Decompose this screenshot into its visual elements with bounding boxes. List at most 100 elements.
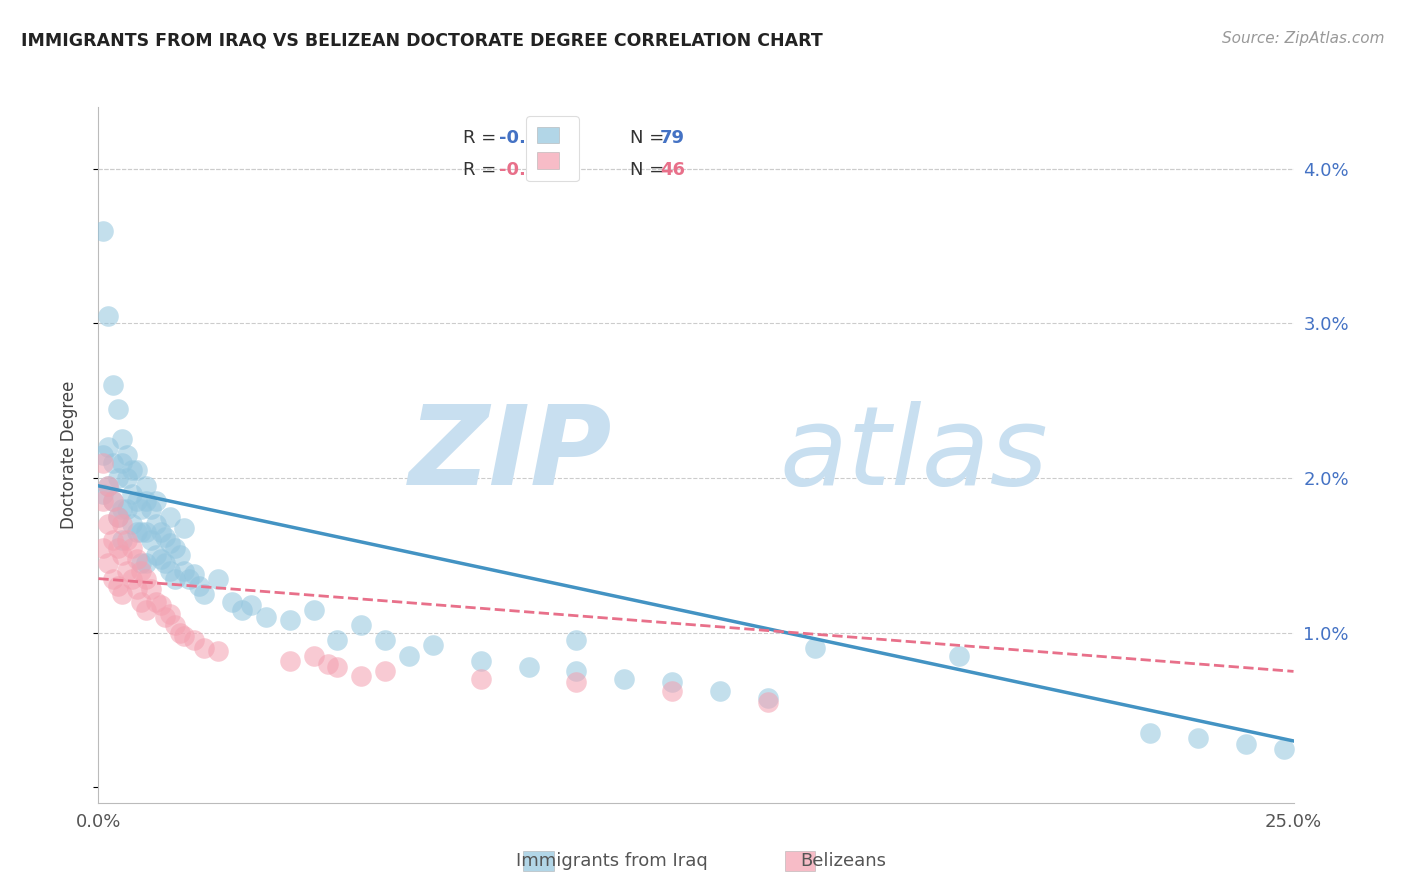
Text: atlas: atlas: [779, 401, 1049, 508]
Text: IMMIGRANTS FROM IRAQ VS BELIZEAN DOCTORATE DEGREE CORRELATION CHART: IMMIGRANTS FROM IRAQ VS BELIZEAN DOCTORA…: [21, 31, 823, 49]
Point: [374, 633, 396, 648]
Point: [115, 471, 138, 485]
Point: [131, 525, 153, 540]
Point: [139, 502, 162, 516]
Point: [565, 633, 588, 648]
Point: [97, 517, 120, 532]
Point: [155, 530, 177, 544]
Text: 79: 79: [661, 129, 685, 147]
Point: [115, 564, 138, 578]
Point: [661, 684, 683, 698]
Text: Immigrants from Iraq: Immigrants from Iraq: [516, 852, 707, 870]
Point: [155, 610, 177, 624]
Point: [121, 541, 143, 555]
Point: [101, 533, 124, 547]
Point: [101, 494, 124, 508]
Point: [101, 378, 124, 392]
Point: [169, 625, 191, 640]
Point: [145, 549, 167, 563]
Point: [135, 556, 157, 570]
Point: [173, 520, 195, 534]
Point: [613, 672, 636, 686]
Point: [97, 479, 120, 493]
Point: [183, 566, 205, 581]
Text: Source: ZipAtlas.com: Source: ZipAtlas.com: [1222, 31, 1385, 46]
Point: [159, 536, 181, 550]
Point: [326, 633, 349, 648]
Point: [91, 486, 114, 500]
Point: [1272, 741, 1295, 756]
Point: [470, 654, 492, 668]
Point: [422, 638, 444, 652]
Point: [374, 665, 396, 679]
Point: [145, 517, 167, 532]
Point: [115, 448, 138, 462]
Point: [121, 486, 143, 500]
Point: [131, 564, 153, 578]
Point: [278, 613, 301, 627]
Point: [125, 551, 148, 566]
Point: [169, 549, 191, 563]
Point: [91, 448, 114, 462]
Point: [107, 471, 129, 485]
Point: [804, 641, 827, 656]
Point: [159, 564, 181, 578]
Point: [101, 494, 124, 508]
Point: [97, 556, 120, 570]
Point: [398, 648, 420, 663]
Text: 46: 46: [661, 161, 685, 178]
Point: [107, 401, 129, 416]
Text: -0.067: -0.067: [499, 161, 564, 178]
Point: [149, 551, 172, 566]
Point: [91, 541, 114, 555]
Point: [121, 517, 143, 532]
Point: [97, 479, 120, 493]
Point: [756, 695, 779, 709]
Point: [183, 633, 205, 648]
Point: [135, 525, 157, 540]
Point: [97, 440, 120, 454]
Point: [155, 556, 177, 570]
Point: [326, 659, 349, 673]
Point: [111, 549, 134, 563]
Point: [756, 690, 779, 705]
Point: [163, 572, 186, 586]
Point: [1187, 731, 1209, 745]
Point: [101, 572, 124, 586]
Point: [207, 572, 229, 586]
Point: [111, 502, 134, 516]
Point: [107, 509, 129, 524]
Point: [163, 541, 186, 555]
Point: [948, 648, 970, 663]
Point: [193, 641, 215, 656]
Point: [221, 595, 243, 609]
Point: [207, 644, 229, 658]
Point: [517, 659, 540, 673]
Point: [121, 572, 143, 586]
Point: [173, 629, 195, 643]
Point: [145, 494, 167, 508]
Text: -0.329: -0.329: [499, 129, 564, 147]
Point: [565, 675, 588, 690]
Text: R =: R =: [463, 161, 502, 178]
Point: [149, 598, 172, 612]
Point: [135, 494, 157, 508]
Point: [97, 309, 120, 323]
Point: [121, 463, 143, 477]
Point: [179, 572, 201, 586]
Point: [231, 602, 253, 616]
Point: [1234, 737, 1257, 751]
Point: [709, 684, 731, 698]
Point: [159, 607, 181, 622]
Point: [107, 541, 129, 555]
Text: N =: N =: [630, 161, 671, 178]
Point: [111, 456, 134, 470]
Text: N =: N =: [630, 129, 671, 147]
Text: Belizeans: Belizeans: [800, 852, 887, 870]
Point: [111, 433, 134, 447]
Point: [107, 579, 129, 593]
Point: [115, 533, 138, 547]
Point: [149, 525, 172, 540]
Point: [125, 463, 148, 477]
Point: [131, 556, 153, 570]
